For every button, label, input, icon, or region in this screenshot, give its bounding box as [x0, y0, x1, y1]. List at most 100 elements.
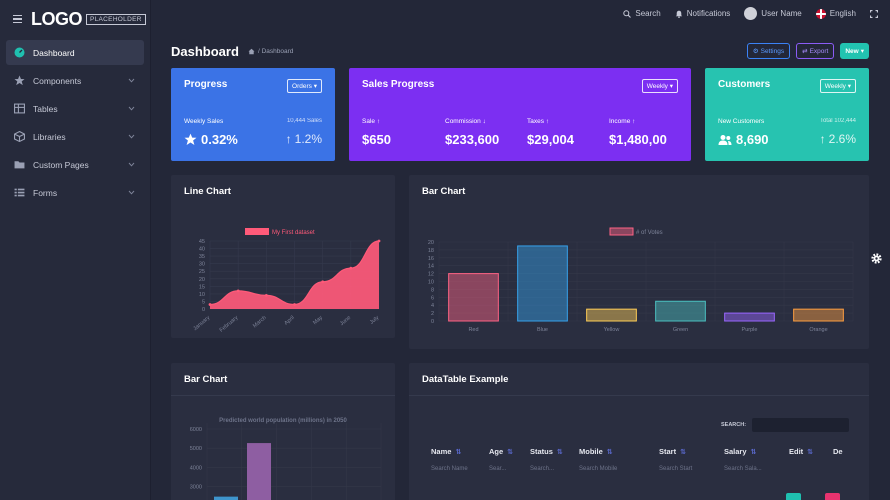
edit-button[interactable]	[786, 493, 801, 500]
sidebar-item-dashboard[interactable]: Dashboard	[6, 40, 144, 65]
new-button[interactable]: New ▾	[840, 43, 869, 59]
chevron-down-icon	[128, 132, 135, 142]
arrow-up-icon: ↑	[545, 118, 550, 125]
filter-name[interactable]: Search Name	[431, 466, 468, 472]
datatable-search-input[interactable]	[752, 418, 849, 432]
bar	[586, 308, 637, 322]
settings-fab[interactable]	[866, 248, 886, 268]
x-tick-label: Blue	[537, 327, 548, 333]
search-link[interactable]: Search	[623, 9, 661, 18]
income-value: $1,480,00	[609, 132, 667, 147]
bar	[448, 273, 499, 322]
bar-chart-2: Predicted world population (millions) in…	[190, 418, 382, 500]
header-label: Start	[659, 446, 677, 456]
y-tick-label: 6	[431, 295, 434, 301]
hamburger-menu-icon[interactable]	[13, 14, 22, 24]
x-tick-label: March	[252, 315, 268, 329]
column-header-mobile[interactable]: Mobile ⇅	[579, 442, 659, 460]
column-header-age[interactable]: Age ⇅	[489, 442, 530, 460]
column-header-delete[interactable]: De	[833, 442, 867, 460]
filter-age[interactable]: Sear...	[489, 466, 507, 472]
y-tick-label: 40	[199, 247, 205, 253]
weekly-dropdown[interactable]: Weekly ▾	[819, 79, 856, 93]
sidebar-item-forms[interactable]: Forms	[6, 180, 144, 205]
arrow-down-icon: ↓	[482, 118, 486, 125]
column-header-start[interactable]: Start ⇅	[659, 442, 724, 460]
bar-chart-2-panel: Bar Chart Predicted world population (mi…	[171, 363, 395, 500]
fullscreen-icon	[870, 9, 878, 18]
sidebar-item-custom-pages[interactable]: Custom Pages	[6, 152, 144, 177]
chart-title: Predicted world population (millions) in…	[219, 418, 347, 424]
column-header-salary[interactable]: Salary ⇅	[724, 442, 789, 460]
commission-value: $233,600	[445, 132, 500, 147]
weekly-dropdown[interactable]: Weekly ▾	[641, 79, 678, 93]
arrow-up-icon: ↑	[285, 132, 292, 146]
y-tick-label: 5	[202, 299, 205, 305]
y-tick-label: 0	[202, 307, 205, 313]
column-header-name[interactable]: Name ⇅	[431, 442, 489, 460]
x-tick-label: Red	[468, 327, 478, 333]
sales-progress-card: Sales Progress Weekly ▾ Sale ↑ $650 Comm…	[349, 68, 691, 161]
sidebar-item-tables[interactable]: Tables	[6, 96, 144, 121]
y-tick-label: 14	[428, 264, 434, 270]
search-label: SEARCH:	[721, 422, 747, 428]
y-tick-label: 6000	[190, 427, 202, 433]
sidebar-nav: Dashboard Components Tables Libraries	[0, 40, 150, 205]
column-header-status[interactable]: Status ⇅	[530, 442, 579, 460]
column-header-edit[interactable]: Edit ⇅	[789, 442, 833, 460]
line-chart-panel: Line Chart 45 40 35 30 25 20 15 10 5 0 January Febr…	[171, 175, 395, 338]
gear-icon: ⚙	[752, 48, 759, 55]
filter-mobile[interactable]: Search Mobile	[579, 466, 618, 472]
progress-card: Progress Orders ▾ Weekly Sales 10,444 Sa…	[171, 68, 335, 161]
users-icon	[718, 134, 732, 145]
total-customers: Total 102,444	[819, 118, 856, 124]
user-name: User Name	[761, 9, 802, 18]
data-point	[349, 266, 353, 270]
arrow-up-icon: ↑	[376, 118, 381, 125]
y-tick-label: 18	[428, 248, 434, 254]
delete-button[interactable]	[825, 493, 840, 500]
x-tick-label: May	[312, 315, 324, 326]
logo-row: LOGO PLACEHOLDER	[0, 0, 150, 38]
customers-card: Customers Weekly ▾ New Customers Total 1…	[705, 68, 869, 161]
sort-icon: ⇅	[455, 448, 462, 456]
user-menu[interactable]: User Name	[744, 7, 802, 20]
language-selector[interactable]: English	[815, 8, 856, 19]
bar	[655, 300, 706, 322]
filter-status[interactable]: Search...	[530, 466, 555, 472]
table-header-row: Name ⇅ Age ⇅ Status ⇅ Mobile ⇅ Start ⇅ Salary…	[431, 442, 867, 460]
filter-start[interactable]: Search Start	[659, 466, 693, 472]
bar	[793, 308, 844, 322]
header-label: Mobile	[579, 446, 603, 456]
sidebar-item-label: Tables	[33, 103, 58, 114]
home-icon[interactable]	[248, 48, 255, 55]
table-icon	[14, 103, 25, 114]
export-button[interactable]: ⇄ Export	[796, 43, 835, 59]
filter-salary[interactable]: Search Sala...	[724, 466, 762, 472]
sidebar-item-libraries[interactable]: Libraries	[6, 124, 144, 149]
bar-chart-panel: Bar Chart 20 18 16 14 12 10 8 6 4 2 0 Red Blue Yellow…	[409, 175, 869, 349]
export-label: Export	[809, 47, 829, 55]
sidebar: LOGO PLACEHOLDER Dashboard Components Ta…	[0, 0, 151, 500]
legend-label: # of Votes	[636, 230, 663, 236]
settings-button[interactable]: ⚙ Settings	[746, 43, 791, 59]
change-text: 1.2%	[294, 132, 322, 146]
notifications-link[interactable]: Notifications	[675, 9, 730, 18]
commission-label: Commission ↓	[445, 118, 486, 125]
gear-icon	[870, 252, 882, 264]
dropdown-label: Weekly	[824, 83, 846, 90]
chevron-down-icon	[128, 104, 135, 114]
orders-dropdown[interactable]: Orders ▾	[287, 79, 322, 93]
sidebar-item-components[interactable]: Components	[6, 68, 144, 93]
filter-delete	[833, 460, 867, 478]
y-tick-label: 12	[428, 272, 434, 278]
dropdown-label: Orders	[292, 83, 312, 90]
star-icon	[14, 75, 25, 86]
legend-label: My First dataset	[272, 230, 315, 236]
header-label: Name	[431, 446, 452, 456]
panel-title: Line Chart	[184, 186, 231, 197]
data-point	[208, 303, 212, 306]
dropdown-label: Weekly	[646, 83, 668, 90]
legend-swatch	[609, 227, 634, 236]
fullscreen-button[interactable]	[870, 9, 878, 18]
